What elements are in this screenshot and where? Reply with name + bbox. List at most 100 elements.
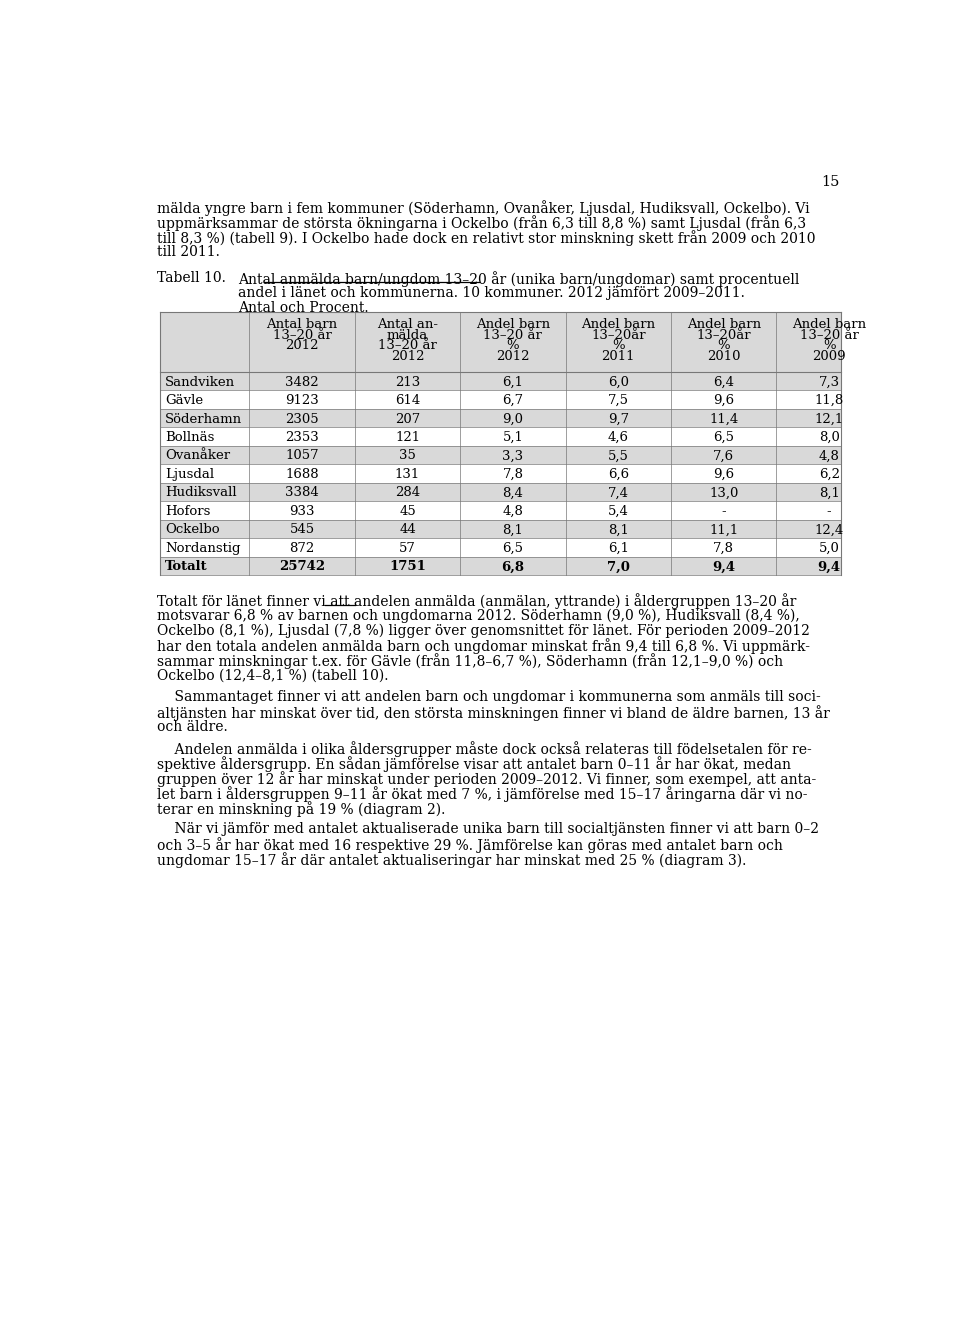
Text: 8,4: 8,4 [502,487,523,500]
Text: Andel barn: Andel barn [686,317,760,331]
Bar [160,427,841,445]
Text: mälda yngre barn i fem kommuner (Söderhamn, Ovanåker, Ljusdal, Hudiksvall, Ockel: mälda yngre barn i fem kommuner (Söderha… [157,200,810,216]
Text: Ockelbo: Ockelbo [165,524,220,536]
Text: 1688: 1688 [285,468,319,481]
Text: Andel barn: Andel barn [476,317,550,331]
Text: 6,1: 6,1 [502,376,523,388]
Text: -: - [827,505,831,519]
Text: altjänsten har minskat över tid, den största minskningen finner vi bland de äldr: altjänsten har minskat över tid, den stö… [157,705,830,721]
Text: 6,6: 6,6 [608,468,629,481]
Text: Antal an-: Antal an- [377,317,438,331]
Text: 545: 545 [290,524,315,536]
Text: 11,1: 11,1 [709,524,738,536]
Bar [160,445,841,464]
Text: 2010: 2010 [707,351,740,363]
Text: 6,2: 6,2 [819,468,840,481]
Text: Andel barn: Andel barn [581,317,656,331]
Text: 2012: 2012 [285,340,319,352]
Text: 1057: 1057 [285,449,319,463]
Bar [160,483,841,501]
Text: 25742: 25742 [279,560,325,573]
Text: 2011: 2011 [602,351,636,363]
Text: 9,0: 9,0 [502,412,523,425]
Text: 131: 131 [395,468,420,481]
Text: 3482: 3482 [285,376,319,388]
Bar [160,391,841,409]
Text: 57: 57 [399,543,416,555]
Text: 8,1: 8,1 [819,487,840,500]
Text: Hofors: Hofors [165,505,210,519]
Text: 8,0: 8,0 [819,431,840,444]
Text: mälda: mälda [387,329,428,341]
Text: gruppen över 12 år har minskat under perioden 2009–2012. Vi finner, som exempel,: gruppen över 12 år har minskat under per… [157,770,816,786]
Text: 9,4: 9,4 [818,560,841,573]
Text: 12,4: 12,4 [814,524,844,536]
Text: 8,1: 8,1 [608,524,629,536]
Text: 13–20 år: 13–20 år [484,329,542,341]
Text: 13–20 år: 13–20 år [800,329,858,341]
Text: och 3–5 år har ökat med 16 respektive 29 %. Jämförelse kan göras med antalet bar: och 3–5 år har ökat med 16 respektive 29… [157,837,783,853]
Text: 6,5: 6,5 [502,543,523,555]
Text: Antal och Procent.: Antal och Procent. [238,301,369,315]
Text: 3384: 3384 [285,487,319,500]
Text: 8,1: 8,1 [502,524,523,536]
Bar [160,464,841,483]
Text: 2012: 2012 [496,351,530,363]
Text: 121: 121 [395,431,420,444]
Text: 872: 872 [290,543,315,555]
Text: %: % [612,340,625,352]
Text: 2012: 2012 [391,351,424,363]
Text: 213: 213 [395,376,420,388]
Text: 7,8: 7,8 [502,468,523,481]
Text: 6,7: 6,7 [502,395,523,407]
Text: 4,6: 4,6 [608,431,629,444]
Bar [160,312,841,372]
Text: till 2011.: till 2011. [157,245,220,259]
Text: Sandviken: Sandviken [165,376,235,388]
Text: Antal barn: Antal barn [267,317,338,331]
Bar [160,556,841,575]
Text: 12,1: 12,1 [814,412,844,425]
Text: let barn i åldersgruppen 9–11 år ökat med 7 %, i jämförelse med 15–17 åringarna : let barn i åldersgruppen 9–11 år ökat me… [157,786,807,802]
Text: %: % [717,340,730,352]
Text: Sammantaget finner vi att andelen barn och ungdomar i kommunerna som anmäls till: Sammantaget finner vi att andelen barn o… [157,689,821,704]
Text: %: % [823,340,835,352]
Text: och äldre.: och äldre. [157,720,228,733]
Text: 44: 44 [399,524,416,536]
Text: Gävle: Gävle [165,395,204,407]
Text: 2009: 2009 [812,351,846,363]
Text: 7,6: 7,6 [713,449,734,463]
Text: 13–20 år: 13–20 år [378,340,437,352]
Text: uppmärksammar de största ökningarna i Ockelbo (från 6,3 till 8,8 %) samt Ljusdal: uppmärksammar de största ökningarna i Oc… [157,215,806,231]
Text: 6,1: 6,1 [608,543,629,555]
Text: 6,4: 6,4 [713,376,734,388]
Text: 6,8: 6,8 [501,560,524,573]
Text: Hudiksvall: Hudiksvall [165,487,236,500]
Text: 933: 933 [289,505,315,519]
Text: 9,6: 9,6 [713,468,734,481]
Text: Ovanåker: Ovanåker [165,449,230,463]
Text: 15: 15 [821,176,839,189]
Text: 11,4: 11,4 [709,412,738,425]
Text: Antal anmälda barn/ungdom 13–20 år (unika barn/ungdomar) samt procentuell: Antal anmälda barn/ungdom 13–20 år (unik… [238,271,799,287]
Text: 1751: 1751 [389,560,426,573]
Text: Ockelbo (12,4–8,1 %) (tabell 10).: Ockelbo (12,4–8,1 %) (tabell 10). [157,669,389,682]
Bar [160,520,841,539]
Text: Totalt: Totalt [165,560,207,573]
Text: sammar minskningar t.ex. för Gävle (från 11,8–6,7 %), Söderhamn (från 12,1–9,0 %: sammar minskningar t.ex. för Gävle (från… [157,653,783,669]
Text: 13,0: 13,0 [709,487,738,500]
Text: Tabell 10.: Tabell 10. [157,271,226,285]
Text: Nordanstig: Nordanstig [165,543,240,555]
Text: -: - [721,505,726,519]
Text: 7,0: 7,0 [607,560,630,573]
Text: ungdomar 15–17 år där antalet aktualiseringar har minskat med 25 % (diagram 3).: ungdomar 15–17 år där antalet aktualiser… [157,852,747,868]
Text: spektive åldersgrupp. En sådan jämförelse visar att antalet barn 0–11 år har öka: spektive åldersgrupp. En sådan jämförels… [157,756,791,772]
Text: terar en minskning på 19 % (diagram 2).: terar en minskning på 19 % (diagram 2). [157,801,445,817]
Text: 284: 284 [395,487,420,500]
Bar [160,539,841,556]
Text: Ockelbo (8,1 %), Ljusdal (7,8 %) ligger över genomsnittet för länet. För periode: Ockelbo (8,1 %), Ljusdal (7,8 %) ligger … [157,624,810,639]
Text: 5,4: 5,4 [608,505,629,519]
Text: 5,0: 5,0 [819,543,840,555]
Text: har den totala andelen anmälda barn och ungdomar minskat från 9,4 till 6,8 %. Vi: har den totala andelen anmälda barn och … [157,639,810,655]
Text: 614: 614 [395,395,420,407]
